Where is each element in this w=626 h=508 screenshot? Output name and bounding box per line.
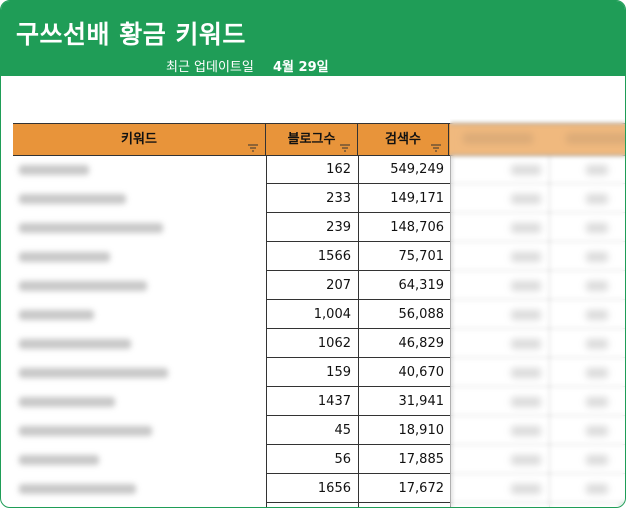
- blog-count: 1566: [317, 249, 351, 264]
- blog-count: 233: [326, 191, 351, 206]
- blur-overlay: [450, 119, 625, 507]
- header-band: 구쓰선배 황금 키워드 최근 업데이트일 4월 29일: [1, 1, 625, 76]
- column-header[interactable]: 블로그수: [266, 124, 358, 155]
- blurred-keyword: [19, 165, 89, 175]
- search-count: 64,319: [398, 278, 445, 293]
- blurred-keyword: [19, 281, 147, 291]
- blurred-keyword: [19, 397, 115, 407]
- search-count: 17,672: [398, 481, 445, 496]
- page-title: 구쓰선배 황금 키워드: [16, 20, 246, 49]
- column-title: 블로그수: [287, 132, 336, 147]
- search-count: 549,249: [390, 162, 444, 177]
- update-date: 4월 29일: [273, 60, 329, 75]
- column-border: [358, 155, 359, 507]
- search-count: 56,088: [398, 307, 445, 322]
- search-count: 148,706: [390, 220, 444, 235]
- blurred-keyword: [19, 310, 94, 320]
- blog-count: 239: [326, 220, 351, 235]
- update-label: 최근 업데이트일: [166, 60, 254, 75]
- search-count: 31,941: [398, 394, 445, 409]
- blurred-keyword: [19, 252, 110, 262]
- blurred-keyword: [19, 484, 136, 494]
- search-count: 40,670: [398, 365, 445, 380]
- blog-count: 45: [334, 423, 351, 438]
- blog-count: 1437: [317, 394, 351, 409]
- blurred-keyword: [19, 426, 152, 436]
- column-header[interactable]: 키워드: [13, 124, 266, 155]
- blurred-keyword: [19, 339, 131, 349]
- blog-count: 56: [334, 452, 351, 467]
- column-title: 검색수: [385, 132, 421, 147]
- search-count: 149,171: [390, 191, 444, 206]
- search-count: 17,885: [398, 452, 445, 467]
- blog-count: 1,004: [313, 307, 351, 322]
- filter-icon[interactable]: [339, 143, 351, 153]
- blurred-keyword: [19, 194, 126, 204]
- blurred-keyword: [19, 455, 99, 465]
- blurred-keyword: [19, 223, 163, 233]
- filter-icon[interactable]: [430, 143, 442, 153]
- blog-count: 1062: [317, 336, 351, 351]
- search-count: 18,910: [398, 423, 445, 438]
- filter-icon[interactable]: [247, 143, 259, 153]
- search-count: 46,829: [398, 336, 445, 351]
- blurred-keyword: [19, 368, 168, 378]
- blog-count: 159: [326, 365, 351, 380]
- column-border: [266, 155, 267, 507]
- blog-count: 207: [326, 278, 351, 293]
- search-count: 75,701: [398, 249, 445, 264]
- blog-count: 162: [326, 162, 351, 177]
- column-header[interactable]: 검색수: [358, 124, 449, 155]
- blog-count: 1656: [317, 481, 351, 496]
- column-title: 키워드: [121, 132, 157, 147]
